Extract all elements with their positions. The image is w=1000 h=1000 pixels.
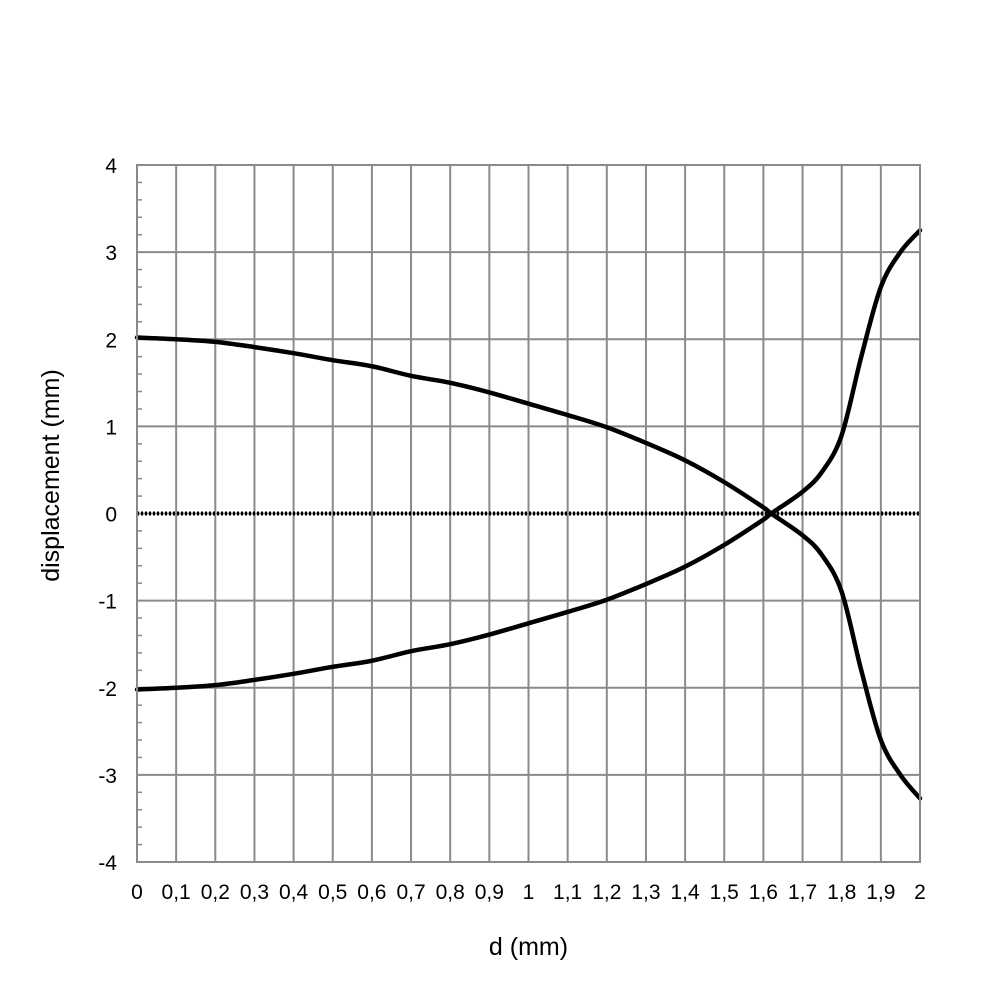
x-tick-label: 1,8 (827, 881, 856, 904)
x-tick-label: 0,1 (162, 881, 191, 904)
y-axis-title: displacement (mm) (37, 369, 65, 582)
x-axis-title: d (mm) (489, 933, 568, 961)
series-line-2 (134, 228, 923, 692)
x-tick-label: 1 (523, 881, 535, 904)
plot-frame (136, 164, 921, 863)
x-tick-label: 1,9 (866, 881, 895, 904)
series-lines (134, 228, 923, 801)
x-tick-label: 0,5 (318, 881, 347, 904)
x-tick-label: 0,6 (357, 881, 386, 904)
x-tick-label: 0,7 (396, 881, 425, 904)
y-tick-label: -4 (98, 852, 117, 875)
x-tick-label: 0,2 (201, 881, 230, 904)
x-tick-label: 1,4 (670, 881, 700, 904)
y-tick-label: 2 (105, 329, 117, 352)
x-axis-tick-labels: 0 0,1 0,2 0,3 0,4 0,5 0,6 0,7 0,8 0,9 1 1,1 1,2 1,3 1,… (131, 881, 926, 904)
y-tick-label: -2 (98, 678, 117, 701)
y-tick-label: 0 (105, 504, 117, 527)
x-tick-label: 0 (131, 881, 143, 904)
y-tick-label: -1 (98, 591, 117, 614)
x-tick-label: 1,1 (553, 881, 582, 904)
x-tick-label: 1,5 (710, 881, 739, 904)
x-tick-label: 0,8 (436, 881, 465, 904)
y-tick-label: 4 (105, 155, 117, 178)
x-tick-label: 0,4 (279, 881, 309, 904)
x-tick-label: 0,3 (240, 881, 269, 904)
y-tick-label: -3 (98, 765, 117, 788)
x-tick-label: 2 (914, 881, 926, 904)
x-tick-label: 0,9 (475, 881, 504, 904)
x-tick-label: 1,2 (592, 881, 621, 904)
y-tick-label: 3 (105, 242, 117, 265)
x-tick-label: 1,7 (788, 881, 817, 904)
y-tick-label: 1 (105, 416, 117, 439)
series-line-1 (134, 335, 923, 801)
x-tick-label: 1,3 (631, 881, 660, 904)
y-axis-tick-labels: 4 3 2 1 0 -1 -2 -3 -4 (98, 155, 117, 875)
x-tick-label: 1,6 (749, 881, 778, 904)
